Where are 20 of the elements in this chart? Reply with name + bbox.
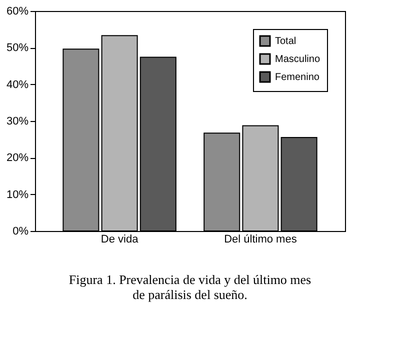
y-tick-label: 10% <box>6 188 29 201</box>
y-tick-label: 60% <box>6 6 29 18</box>
text: Figura 1. Prevalencia de vida y del último mes <box>68 272 312 287</box>
bar <box>204 132 240 232</box>
x-tick-label: Del último mes <box>224 234 298 246</box>
y-tick-label: 20% <box>6 152 29 164</box>
bar <box>140 56 176 232</box>
legend-label: Femenino <box>275 72 320 83</box>
text: de parálisis del sueño. <box>132 287 248 302</box>
y-tick-label: 40% <box>6 78 29 91</box>
y-tick-label: 30% <box>6 116 29 128</box>
y-tick-label: 50% <box>6 42 29 54</box>
bar <box>62 48 100 232</box>
legend-label: Total <box>275 36 296 47</box>
bar <box>101 35 138 232</box>
bar <box>242 125 279 232</box>
bar <box>280 137 318 232</box>
y-tick-label: 0% <box>12 226 29 238</box>
x-tick-label: De vida <box>100 234 140 246</box>
legend-label: Masculino <box>275 54 320 65</box>
